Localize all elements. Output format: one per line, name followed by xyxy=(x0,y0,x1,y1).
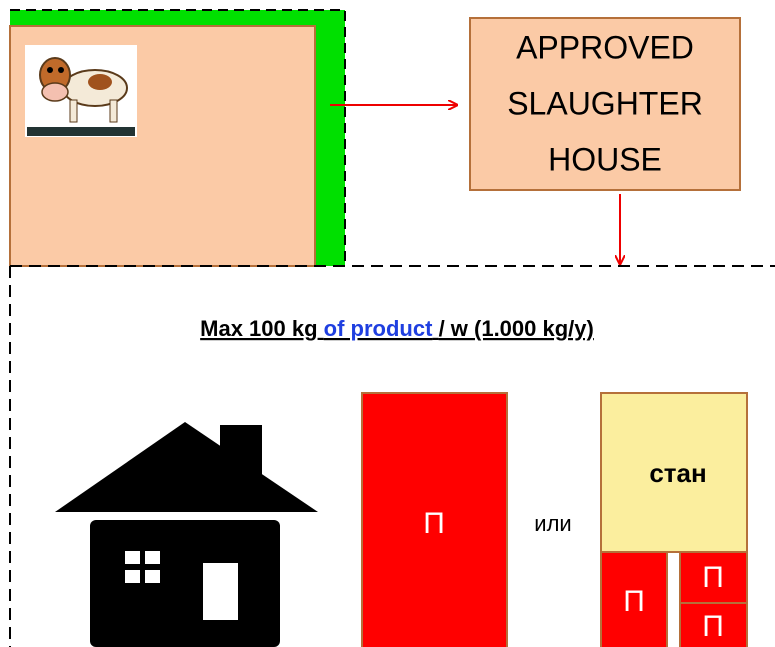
box-label: APPROVED xyxy=(516,29,694,65)
product-box xyxy=(600,551,668,647)
box-label: П xyxy=(623,585,645,618)
box-label: стан xyxy=(649,458,706,488)
house-icon xyxy=(55,422,318,647)
dashed-boundary xyxy=(9,265,775,647)
dashed-border xyxy=(10,9,346,266)
box-label: HOUSE xyxy=(548,141,662,177)
slaughter-house-box xyxy=(469,17,741,191)
cow-image xyxy=(25,45,137,137)
stan-box xyxy=(600,392,748,553)
product-box xyxy=(361,392,508,647)
box-label: П xyxy=(702,561,724,594)
box-label: SLAUGHTER xyxy=(507,85,703,121)
title-part: / w (1.000 kg/y) xyxy=(439,316,594,341)
title-part: Max 100 kg xyxy=(200,316,317,341)
title: Max 100 kg of product / w (1.000 kg/y) xyxy=(200,316,594,341)
product-box xyxy=(679,602,748,647)
title-link: of product xyxy=(324,316,433,341)
box-label: П xyxy=(423,507,445,540)
or-label: или xyxy=(534,511,571,536)
box-label: П xyxy=(702,610,724,643)
